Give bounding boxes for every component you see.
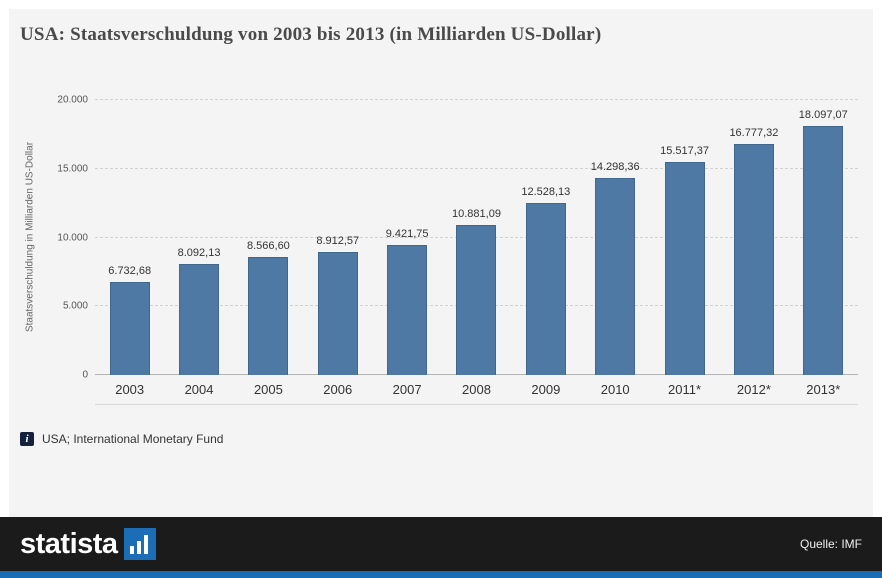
- bar: [248, 257, 289, 375]
- bar-value-label: 18.097,07: [798, 109, 848, 122]
- bar-value-label: 15.517,37: [660, 144, 710, 157]
- chart-panel: [9, 9, 873, 517]
- bar-value-label: 10.881,09: [452, 208, 501, 221]
- bar-value-label: 16.777,32: [729, 127, 779, 140]
- x-tick-label: 2012*: [736, 382, 771, 397]
- source-text: USA; International Monetary Fund: [42, 432, 224, 446]
- bar-group: 18.097,07: [789, 100, 858, 375]
- x-tick-label: 2013*: [806, 382, 841, 397]
- gridline: [95, 99, 858, 100]
- info-icon[interactable]: i: [20, 432, 34, 446]
- bar-value-label: 12.528,13: [521, 185, 571, 198]
- x-tick-label: 2008: [462, 382, 491, 397]
- plot-area: 6.732,68 8.092,13 8.566,60 8.912,57 9.421,75…: [95, 99, 858, 375]
- bar-value-label: 6.732,68: [108, 265, 152, 278]
- statista-logo-icon: [123, 528, 156, 560]
- bar-group: 8.092,13: [164, 100, 233, 375]
- y-tick-label: 5.000: [62, 300, 88, 312]
- bar: [803, 126, 844, 375]
- bar-value-label: 9.421,75: [385, 228, 429, 241]
- bar-group: 12.528,13: [511, 100, 580, 375]
- bars-row: 6.732,68 8.092,13 8.566,60 8.912,57 9.421,75…: [95, 100, 858, 375]
- x-axis-row: 2003 2004 2005 2006 2007 2008 2009 2010 2011* 201…: [95, 375, 858, 405]
- statista-wordmark: statista: [20, 527, 118, 560]
- bar: [179, 263, 220, 375]
- x-tick-label: 2003: [115, 382, 145, 397]
- y-axis-tick-labels: 0 5.000 10.000 15.000 20.000: [30, 95, 88, 381]
- bar: [664, 161, 705, 375]
- bar-group: 10.881,09: [442, 100, 511, 375]
- y-tick-label: 0: [82, 369, 88, 381]
- bar: [525, 202, 566, 375]
- bar-group: 6.732,68: [95, 100, 164, 375]
- bar-value-label: 8.912,57: [316, 235, 360, 248]
- x-tick-label: 2009: [531, 382, 561, 397]
- bar-value-label: 8.566,60: [246, 240, 290, 253]
- bar-value-label: 14.298,36: [590, 161, 640, 174]
- chart-title: USA: Staatsverschuldung von 2003 bis 201…: [20, 24, 602, 45]
- y-tick-label: 20.000: [57, 94, 88, 106]
- bottom-accent-strip: [0, 571, 882, 578]
- bar: [733, 144, 774, 375]
- x-tick-label: 2004: [184, 382, 214, 397]
- bar: [317, 252, 358, 375]
- bar-group: 15.517,37: [650, 100, 719, 375]
- bar-group: 8.912,57: [303, 100, 372, 375]
- x-tick-label: 2006: [323, 382, 353, 397]
- bar: [595, 178, 636, 375]
- bar: [109, 282, 150, 375]
- x-tick-label: 2005: [253, 382, 283, 397]
- statista-logo: statista: [20, 528, 156, 560]
- footer-source: Quelle: IMF: [799, 537, 862, 551]
- bar-value-label: 8.092,13: [177, 246, 221, 259]
- x-tick-label: 2007: [392, 382, 422, 397]
- y-tick-label: 10.000: [57, 232, 88, 243]
- bar-group: 8.566,60: [234, 100, 303, 375]
- x-tick-label: 2011*: [668, 382, 702, 397]
- bar-group: 14.298,36: [581, 100, 650, 375]
- x-tick-label: 2010: [600, 382, 630, 397]
- bar: [387, 245, 428, 375]
- bar: [456, 225, 497, 375]
- bar-group: 16.777,32: [719, 100, 788, 375]
- source-note: i USA; International Monetary Fund: [20, 432, 223, 446]
- bar-group: 9.421,75: [372, 100, 441, 375]
- gridline: [95, 167, 858, 169]
- footer-bar: statista Quelle: IMF: [0, 517, 882, 571]
- y-tick-label: 15.000: [57, 163, 88, 175]
